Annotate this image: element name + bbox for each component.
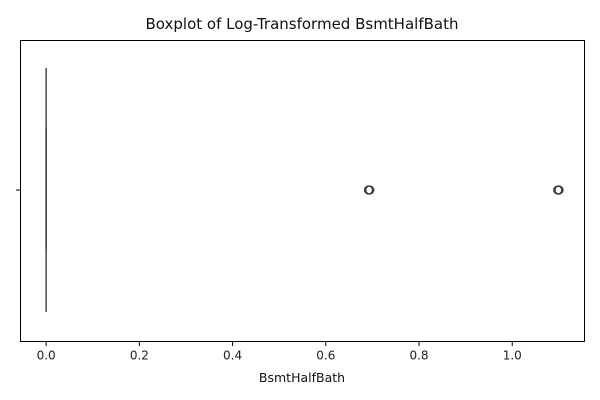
chart-title: Boxplot of Log-Transformed BsmtHalfBath: [146, 15, 459, 33]
x-tick-label: 0.0: [37, 349, 56, 363]
x-tick-label: 1.0: [503, 349, 522, 363]
x-axis-label: BsmtHalfBath: [259, 370, 345, 385]
x-axis: 0.0 0.2 0.4 0.6 0.8 1.0: [37, 341, 522, 363]
x-tick-label: 0.4: [223, 349, 242, 363]
x-tick-label: 0.2: [130, 349, 149, 363]
outlier-layer: [363, 185, 564, 195]
outlier-point: [365, 185, 375, 195]
outlier-point: [554, 185, 564, 195]
plot-area-frame: [20, 40, 585, 342]
x-tick-label: 0.8: [409, 349, 428, 363]
x-tick-label: 0.6: [316, 349, 335, 363]
